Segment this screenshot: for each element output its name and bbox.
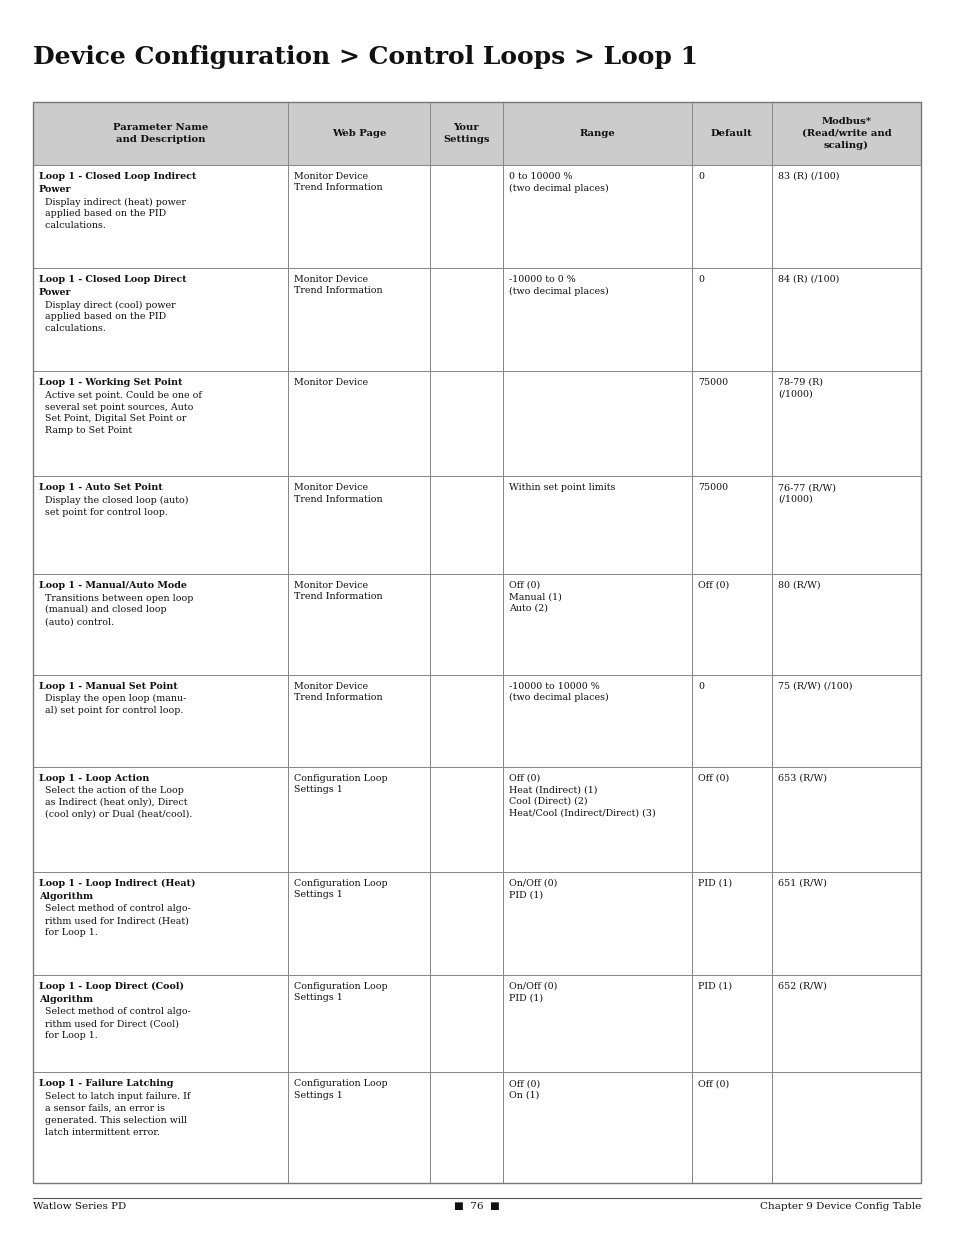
Bar <box>288 103 430 165</box>
Text: 0 to 10000 %
(two decimal places): 0 to 10000 % (two decimal places) <box>508 172 608 193</box>
Text: for Loop 1.: for Loop 1. <box>39 1031 97 1040</box>
Bar <box>771 974 920 1072</box>
Text: Your: Your <box>453 124 478 132</box>
Text: Monitor Device: Monitor Device <box>294 378 368 387</box>
Text: Monitor Device
Trend Information: Monitor Device Trend Information <box>294 275 382 295</box>
Bar <box>33 872 288 974</box>
Text: scaling): scaling) <box>823 141 868 149</box>
Bar <box>771 574 920 674</box>
Text: Loop 1 - Working Set Point: Loop 1 - Working Set Point <box>39 378 182 387</box>
Text: 651 (R/W): 651 (R/W) <box>777 879 826 888</box>
Bar <box>288 674 430 767</box>
Bar <box>33 103 288 165</box>
Text: Configuration Loop
Settings 1: Configuration Loop Settings 1 <box>294 773 387 794</box>
Bar <box>502 477 691 574</box>
Text: Off (0)
On (1): Off (0) On (1) <box>508 1079 539 1100</box>
Text: Active set point. Could be one of: Active set point. Could be one of <box>39 390 202 400</box>
Text: Monitor Device
Trend Information: Monitor Device Trend Information <box>294 172 382 193</box>
Text: PID (1): PID (1) <box>698 982 731 990</box>
Text: Settings: Settings <box>442 135 489 143</box>
Text: Loop 1 - Closed Loop Direct: Loop 1 - Closed Loop Direct <box>39 275 187 284</box>
Text: Off (0): Off (0) <box>698 580 728 590</box>
Text: calculations.: calculations. <box>39 325 106 333</box>
Text: 76-77 (R/W)
(/1000): 76-77 (R/W) (/1000) <box>777 483 835 504</box>
Text: 0: 0 <box>698 172 703 182</box>
Text: 75000: 75000 <box>698 378 727 387</box>
Text: a sensor fails, an error is: a sensor fails, an error is <box>39 1104 165 1113</box>
Text: Display direct (cool) power: Display direct (cool) power <box>39 300 175 310</box>
Text: -10000 to 10000 %
(two decimal places): -10000 to 10000 % (two decimal places) <box>508 682 608 703</box>
Text: for Loop 1.: for Loop 1. <box>39 927 97 937</box>
Text: calculations.: calculations. <box>39 221 106 230</box>
Text: 652 (R/W): 652 (R/W) <box>777 982 826 990</box>
Bar <box>502 767 691 872</box>
Text: -10000 to 0 %
(two decimal places): -10000 to 0 % (two decimal places) <box>508 275 608 295</box>
Bar <box>288 872 430 974</box>
Bar <box>288 1072 430 1183</box>
Text: 653 (R/W): 653 (R/W) <box>777 773 826 783</box>
Bar <box>33 268 288 370</box>
Bar <box>771 477 920 574</box>
Text: al) set point for control loop.: al) set point for control loop. <box>39 706 183 715</box>
Bar <box>430 974 502 1072</box>
Text: 83 (R) (/100): 83 (R) (/100) <box>777 172 839 182</box>
Text: latch intermittent error.: latch intermittent error. <box>39 1128 160 1136</box>
Text: Loop 1 - Failure Latching: Loop 1 - Failure Latching <box>39 1079 173 1088</box>
Text: On/Off (0)
PID (1): On/Off (0) PID (1) <box>508 879 557 899</box>
Text: (manual) and closed loop: (manual) and closed loop <box>39 605 167 615</box>
Text: Power: Power <box>39 185 71 194</box>
Bar <box>430 370 502 477</box>
Bar <box>33 370 288 477</box>
Text: Power: Power <box>39 288 71 296</box>
Text: Transitions between open loop: Transitions between open loop <box>39 594 193 603</box>
Bar <box>288 574 430 674</box>
Bar <box>502 103 691 165</box>
Bar <box>691 370 771 477</box>
Text: Within set point limits: Within set point limits <box>508 483 615 492</box>
Text: as Indirect (heat only), Direct: as Indirect (heat only), Direct <box>39 798 188 808</box>
Text: Display the closed loop (auto): Display the closed loop (auto) <box>39 496 189 505</box>
Text: Loop 1 - Closed Loop Indirect: Loop 1 - Closed Loop Indirect <box>39 172 196 182</box>
Text: Algorithm: Algorithm <box>39 994 92 1004</box>
Bar <box>771 103 920 165</box>
Bar <box>288 767 430 872</box>
Bar <box>288 165 430 268</box>
Text: Loop 1 - Manual/Auto Mode: Loop 1 - Manual/Auto Mode <box>39 580 187 590</box>
Bar <box>430 477 502 574</box>
Text: Watlow Series PD: Watlow Series PD <box>33 1202 126 1212</box>
Text: (auto) control.: (auto) control. <box>39 618 114 626</box>
Bar <box>502 574 691 674</box>
Text: and Description: and Description <box>115 135 205 143</box>
Bar <box>288 370 430 477</box>
Text: Loop 1 - Manual Set Point: Loop 1 - Manual Set Point <box>39 682 177 690</box>
Text: Algorithm: Algorithm <box>39 892 92 900</box>
Text: generated. This selection will: generated. This selection will <box>39 1115 187 1125</box>
Bar <box>502 1072 691 1183</box>
Text: Configuration Loop
Settings 1: Configuration Loop Settings 1 <box>294 1079 387 1100</box>
Text: Modbus*: Modbus* <box>821 117 870 126</box>
Bar <box>430 165 502 268</box>
Bar <box>430 1072 502 1183</box>
Bar <box>771 268 920 370</box>
Text: 75000: 75000 <box>698 483 727 492</box>
Bar <box>288 477 430 574</box>
Text: Loop 1 - Loop Direct (Cool): Loop 1 - Loop Direct (Cool) <box>39 982 184 990</box>
Text: Off (0)
Heat (Indirect) (1)
Cool (Direct) (2)
Heat/Cool (Indirect/Direct) (3): Off (0) Heat (Indirect) (1) Cool (Direct… <box>508 773 655 818</box>
Bar <box>288 974 430 1072</box>
Bar <box>691 574 771 674</box>
Text: set point for control loop.: set point for control loop. <box>39 508 168 516</box>
Text: Monitor Device
Trend Information: Monitor Device Trend Information <box>294 580 382 601</box>
Bar <box>430 268 502 370</box>
Bar <box>502 872 691 974</box>
Text: 84 (R) (/100): 84 (R) (/100) <box>777 275 839 284</box>
Text: 75 (R/W) (/100): 75 (R/W) (/100) <box>777 682 851 690</box>
Bar <box>33 165 288 268</box>
Text: 78-79 (R)
(/1000): 78-79 (R) (/1000) <box>777 378 821 399</box>
Bar <box>33 767 288 872</box>
Bar <box>691 767 771 872</box>
Text: Loop 1 - Loop Indirect (Heat): Loop 1 - Loop Indirect (Heat) <box>39 879 195 888</box>
Text: Parameter Name: Parameter Name <box>112 124 208 132</box>
Text: rithm used for Direct (Cool): rithm used for Direct (Cool) <box>39 1019 179 1029</box>
Text: 0: 0 <box>698 682 703 690</box>
Bar <box>691 1072 771 1183</box>
